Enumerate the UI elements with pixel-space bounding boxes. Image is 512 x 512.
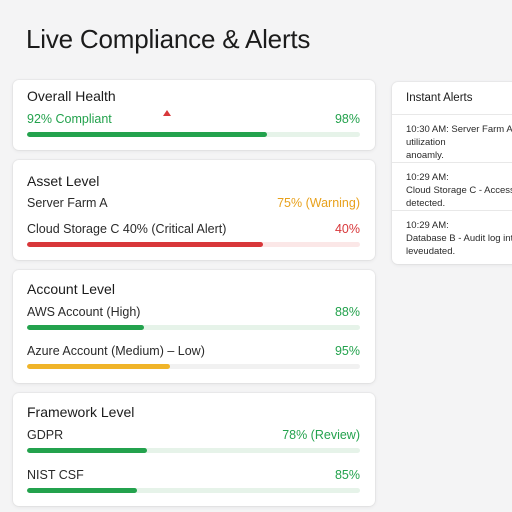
alert-item[interactable]: 10:29 AM: Cloud Storage C - Access detec… bbox=[406, 172, 512, 209]
account-progress-bar bbox=[27, 364, 360, 369]
asset-row-label: Server Farm A bbox=[27, 196, 108, 210]
card-title: Overall Health bbox=[27, 88, 116, 104]
framework-progress-fill bbox=[27, 488, 137, 493]
asset-row-value: 75% (Warning) bbox=[277, 196, 360, 210]
asset-level-card: Asset Level Server Farm A 75% (Warning) … bbox=[13, 160, 375, 260]
account-row-value: 88% bbox=[334, 305, 360, 319]
divider bbox=[392, 114, 512, 115]
framework-row-label: GDPR bbox=[27, 428, 64, 442]
warning-caret-icon bbox=[163, 110, 171, 116]
account-row-label: Azure Account (Medium) – Low) bbox=[27, 344, 205, 358]
alerts-title: Instant Alerts bbox=[406, 92, 473, 104]
overall-health-card: Overall Health 92% Compliant 98% bbox=[13, 80, 375, 150]
account-row-value: 95% bbox=[334, 344, 360, 358]
instant-alerts-panel: Instant Alerts 10:30 AM: Server Farm A u… bbox=[392, 82, 512, 264]
framework-progress-bar bbox=[27, 448, 360, 453]
overall-progress-fill bbox=[27, 132, 267, 137]
overall-compliance-label: 92% Compliant bbox=[27, 112, 112, 126]
page-title: Live Compliance & Alerts bbox=[26, 24, 311, 54]
account-row-label: AWS Account (High) bbox=[27, 305, 141, 319]
asset-progress-fill bbox=[27, 242, 264, 247]
alert-item[interactable]: 10:29 AM: Database B - Audit log int lev… bbox=[406, 220, 512, 257]
framework-level-card: Framework Level GDPR 78% (Review) NIST C… bbox=[13, 393, 375, 506]
asset-progress-bar bbox=[27, 242, 360, 247]
framework-progress-fill bbox=[27, 448, 147, 453]
divider bbox=[392, 162, 512, 163]
account-progress-fill bbox=[27, 364, 171, 369]
asset-row-label: Cloud Storage C 40% (Critical Alert) bbox=[27, 222, 227, 236]
framework-progress-bar bbox=[27, 488, 360, 493]
account-progress-bar bbox=[27, 325, 360, 330]
account-level-card: Account Level AWS Account (High) 88% Azu… bbox=[13, 270, 375, 383]
framework-row-value: 85% bbox=[334, 468, 360, 482]
account-progress-fill bbox=[27, 325, 144, 330]
overall-progress-bar bbox=[27, 132, 360, 137]
card-title: Framework Level bbox=[27, 404, 135, 420]
card-title: Account Level bbox=[27, 281, 115, 297]
asset-row-value: 40% bbox=[334, 222, 360, 236]
overall-compliance-value: 98% bbox=[334, 112, 360, 126]
card-title: Asset Level bbox=[27, 173, 100, 189]
divider bbox=[392, 210, 512, 211]
framework-row-value: 78% (Review) bbox=[282, 428, 360, 442]
framework-row-label: NIST CSF bbox=[27, 468, 84, 482]
alert-item[interactable]: 10:30 AM: Server Farm A utilization anoa… bbox=[406, 124, 512, 161]
